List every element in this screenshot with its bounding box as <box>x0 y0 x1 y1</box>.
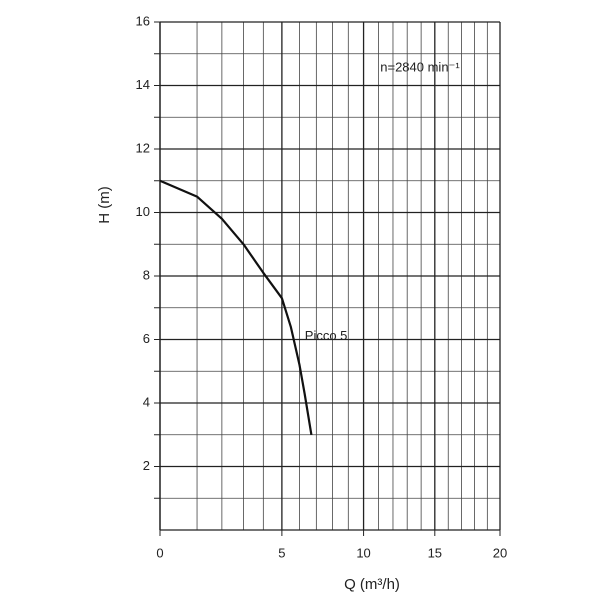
x-tick-label: 5 <box>278 545 285 560</box>
y-tick-label: 16 <box>136 13 150 28</box>
y-tick-label: 2 <box>143 458 150 473</box>
y-tick-label: 4 <box>143 394 150 409</box>
x-tick-label: 15 <box>428 545 442 560</box>
y-tick-label: 8 <box>143 267 150 282</box>
y-tick-label: 10 <box>136 204 150 219</box>
y-tick-label: 12 <box>136 140 150 155</box>
series-label: Picco 5 <box>305 328 348 343</box>
y-axis-label: H (m) <box>96 186 113 224</box>
y-tick-label: 14 <box>136 77 150 92</box>
y-tick-label: 6 <box>143 331 150 346</box>
x-tick-label: 0 <box>156 545 163 560</box>
x-tick-label: 10 <box>356 545 370 560</box>
x-tick-label: 20 <box>493 545 507 560</box>
x-axis-label: Q (m³/h) <box>344 576 400 593</box>
annotation: n=2840 min⁻¹ <box>380 59 460 74</box>
curve <box>159 179 313 435</box>
